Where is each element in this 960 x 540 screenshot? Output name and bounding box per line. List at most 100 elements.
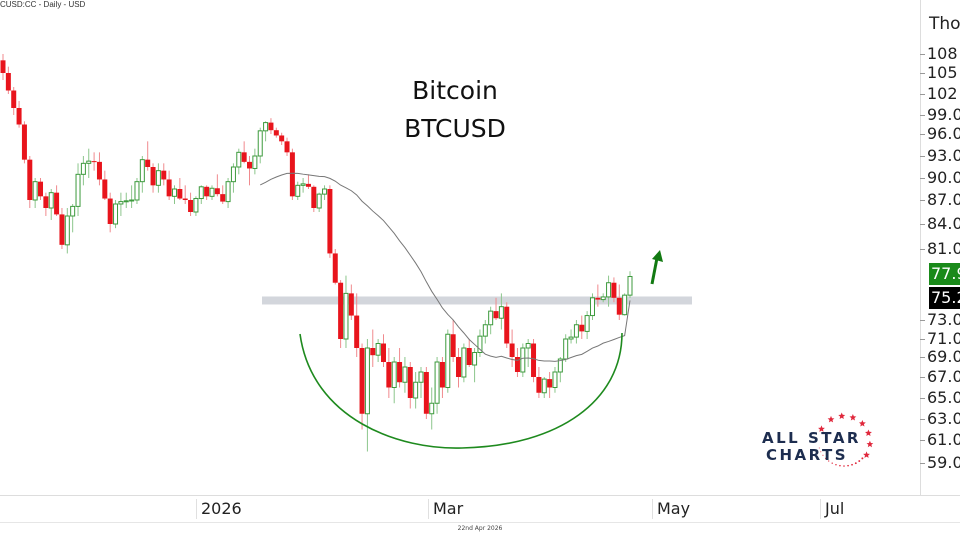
candle-body-up	[316, 193, 322, 209]
dot-icon	[854, 462, 857, 465]
candle-body-down	[305, 183, 311, 187]
candle-body-up	[557, 358, 563, 373]
time-axis-label: 2026	[196, 499, 242, 519]
candle-body-up	[429, 402, 435, 415]
candle-body-up	[80, 162, 86, 175]
price-axis-label: 96.0	[920, 124, 960, 144]
candle-body-down	[102, 179, 108, 199]
candle-body-up	[236, 151, 242, 168]
candle-body-down	[616, 297, 622, 315]
axis-tick	[920, 377, 925, 378]
candle-body-up	[364, 347, 370, 415]
candle-body-up	[498, 306, 504, 319]
candle-body-down	[348, 293, 354, 316]
candle-body-down	[150, 167, 156, 186]
candle-body-down	[145, 159, 151, 167]
dot-icon	[839, 464, 841, 467]
candle-body-up	[48, 192, 54, 209]
candle-body-down	[214, 188, 220, 195]
axis-tick	[920, 398, 925, 399]
candle-body-up	[32, 181, 38, 201]
star-icon	[838, 412, 846, 419]
star-icon	[849, 414, 857, 421]
candle-body-down	[439, 362, 445, 388]
candle-body-down	[54, 192, 60, 215]
candle-body-down	[311, 186, 317, 208]
price-axis-label: 63.0	[920, 409, 960, 429]
axis-tick	[920, 178, 925, 179]
dot-icon	[858, 460, 861, 462]
price-axis-label: 90.0	[920, 168, 960, 188]
candle-body-up	[86, 160, 92, 164]
candle-body-down	[11, 90, 17, 108]
price-axis-label: 99.0	[920, 105, 960, 125]
candle-body-down	[611, 282, 617, 298]
candle-body-up	[70, 205, 76, 217]
star-icon	[859, 420, 866, 427]
time-axis-label: Jul	[820, 499, 844, 519]
candle-body-up	[300, 183, 306, 186]
candle-body-down	[547, 379, 553, 388]
candle-body-down	[279, 135, 285, 142]
candle-body-down	[450, 334, 456, 357]
candle-body-up	[225, 181, 231, 203]
candle-body-up	[123, 200, 129, 203]
axis-tick	[920, 339, 925, 340]
axis-tick	[920, 200, 925, 201]
candle-body-up	[482, 324, 488, 337]
axis-tick	[920, 94, 925, 95]
dot-icon	[847, 464, 849, 467]
candle-body-down	[407, 367, 413, 398]
chart-ticker: BTCUSD	[404, 114, 506, 143]
logo-text-line2: CHARTS	[766, 446, 849, 464]
price-axis-label: 87.0	[920, 190, 960, 210]
candle-body-down	[338, 282, 344, 339]
dot-icon	[820, 451, 822, 453]
price-axis[interactable]	[920, 0, 960, 496]
candle-body-down	[59, 214, 65, 245]
price-axis-label: 67.0	[920, 367, 960, 387]
candle-body-down	[456, 357, 462, 377]
axis-tick	[920, 73, 925, 74]
candle-body-up	[257, 130, 263, 157]
axis-tick	[920, 463, 925, 464]
dot-icon	[822, 454, 824, 456]
price-axis-label: 105	[920, 63, 958, 83]
all-star-charts-logo: ALL STAR CHARTS	[756, 412, 876, 472]
price-chart-canvas[interactable]	[0, 0, 920, 496]
symbol-info: CUSD:CC - Daily - USD	[0, 0, 86, 9]
time-axis[interactable]	[0, 495, 960, 523]
candle-body-up	[134, 181, 140, 201]
axis-tick	[920, 357, 925, 358]
candle-body-up	[75, 173, 81, 207]
candle-body-up	[413, 381, 419, 399]
time-axis-label: May	[652, 499, 690, 519]
axis-tick	[920, 419, 925, 420]
candle-body-up	[589, 297, 595, 317]
axis-tick	[920, 54, 925, 55]
candle-body-up	[198, 186, 204, 200]
candle-body-down	[284, 141, 290, 153]
candle-body-up	[263, 122, 269, 132]
candle-body-up	[113, 203, 119, 225]
price-axis-label: 93.0	[920, 146, 960, 166]
candle-body-up	[600, 296, 606, 301]
candle-body-down	[466, 348, 472, 365]
star-ring-icon	[818, 412, 874, 467]
candle-body-up	[129, 199, 135, 202]
chart-area[interactable]	[0, 0, 920, 496]
price-axis-label: 102	[920, 84, 958, 104]
candle-body-up	[461, 347, 467, 378]
candle-body-down	[504, 306, 510, 344]
candle-body-up	[472, 352, 478, 366]
candle-body-down	[579, 324, 585, 332]
candle-body-down	[268, 122, 274, 131]
candle-body-down	[493, 311, 499, 319]
candle-body-up	[418, 371, 424, 383]
dot-icon	[831, 462, 833, 464]
candle-body-down	[0, 60, 6, 73]
price-axis-label: 61.0	[920, 430, 960, 450]
candle-body-down	[509, 343, 515, 357]
candle-body-down	[43, 196, 49, 208]
dot-icon	[843, 465, 845, 467]
